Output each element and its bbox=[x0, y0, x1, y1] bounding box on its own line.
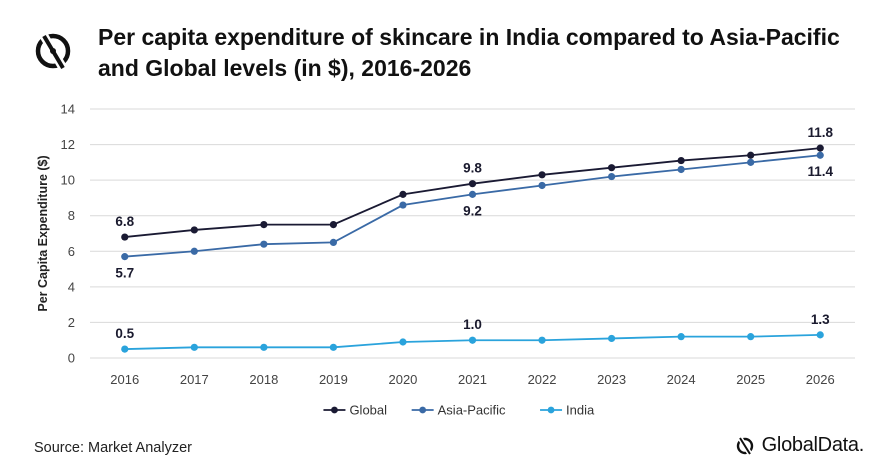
data-point-global bbox=[607, 164, 616, 172]
data-point-asia-pacific bbox=[190, 247, 198, 255]
data-label-india: 0.5 bbox=[115, 326, 134, 341]
y-tick-label: 6 bbox=[68, 244, 75, 259]
brand-logo: GlobalData. bbox=[735, 434, 864, 457]
legend-item-global: Global bbox=[323, 403, 387, 418]
y-axis-label: Per Capita Expenditure ($) bbox=[36, 155, 50, 311]
series-india bbox=[121, 331, 824, 353]
data-point-global bbox=[260, 221, 268, 229]
x-tick-label: 2020 bbox=[388, 372, 417, 387]
data-label-asia-pacific: 9.2 bbox=[463, 203, 482, 218]
data-point-global bbox=[747, 151, 755, 159]
series-layer bbox=[121, 144, 824, 353]
data-point-asia-pacific bbox=[538, 181, 546, 190]
legend-label: Global bbox=[349, 403, 387, 418]
legend-item-asia-pacific: Asia-Pacific bbox=[411, 403, 506, 418]
y-tick-label: 10 bbox=[61, 173, 75, 188]
data-point-asia-pacific bbox=[816, 151, 824, 159]
chart-title: Per capita expenditure of skincare in In… bbox=[98, 24, 840, 81]
x-tick-label: 2022 bbox=[528, 372, 557, 387]
x-tick-label: 2026 bbox=[806, 372, 835, 387]
data-point-asia-pacific bbox=[399, 201, 407, 209]
x-tick-label: 2024 bbox=[667, 372, 696, 387]
data-point-global bbox=[190, 226, 198, 234]
data-label-asia-pacific: 5.7 bbox=[115, 266, 134, 281]
data-label-india: 1.0 bbox=[463, 317, 482, 332]
y-tick-label: 4 bbox=[68, 279, 75, 294]
data-point-asia-pacific bbox=[121, 253, 129, 261]
data-point-global bbox=[468, 180, 477, 188]
line-chart: 0 2 4 6 8 10 12 14 2016 2017 2018 2019 2020 2021 2022… bbox=[36, 102, 855, 418]
data-point-india bbox=[329, 343, 338, 351]
data-label-global: 9.8 bbox=[463, 161, 482, 176]
source-note: Source: Market Analyzer bbox=[34, 440, 192, 456]
legend-swatch-marker bbox=[331, 406, 338, 414]
data-label-global: 6.8 bbox=[115, 214, 134, 229]
data-point-global bbox=[677, 156, 685, 165]
data-point-global bbox=[538, 171, 546, 179]
data-point-india bbox=[260, 343, 268, 351]
data-point-india bbox=[468, 336, 477, 344]
y-axis-ticks: 0 2 4 6 8 10 12 14 bbox=[61, 102, 75, 366]
legend-swatch-marker bbox=[547, 406, 555, 414]
x-tick-label: 2021 bbox=[458, 372, 487, 387]
x-tick-label: 2023 bbox=[597, 372, 626, 387]
data-point-asia-pacific bbox=[260, 240, 268, 248]
legend-swatch-marker bbox=[419, 406, 427, 414]
data-point-global bbox=[329, 221, 338, 229]
legend-item-india: India bbox=[540, 403, 595, 418]
x-axis-ticks: 2016 2017 2018 2019 2020 2021 2022 2023 2024 2025… bbox=[110, 372, 834, 387]
data-point-global bbox=[399, 190, 407, 198]
data-point-asia-pacific bbox=[677, 165, 685, 174]
legend-label: India bbox=[566, 403, 595, 418]
data-point-india bbox=[607, 334, 616, 343]
data-point-india bbox=[190, 343, 198, 351]
data-label-asia-pacific: 11.4 bbox=[807, 164, 833, 179]
series-global bbox=[121, 144, 824, 241]
y-tick-label: 12 bbox=[61, 137, 75, 152]
data-point-india bbox=[747, 333, 755, 341]
brand-name: GlobalData. bbox=[761, 434, 865, 456]
y-tick-label: 8 bbox=[68, 208, 75, 223]
legend-label: Asia-Pacific bbox=[438, 403, 506, 418]
data-point-asia-pacific bbox=[468, 190, 477, 198]
series-asia-pacific bbox=[121, 151, 824, 261]
x-tick-label: 2017 bbox=[180, 372, 209, 387]
data-point-india bbox=[538, 336, 546, 344]
y-tick-label: 2 bbox=[68, 315, 75, 330]
globaldata-mark-icon bbox=[35, 33, 71, 71]
data-point-asia-pacific bbox=[607, 172, 616, 181]
globaldata-small-icon bbox=[736, 436, 753, 455]
data-label-india: 1.3 bbox=[811, 312, 830, 327]
data-point-asia-pacific bbox=[747, 158, 755, 166]
data-point-global bbox=[121, 233, 129, 241]
data-label-global: 11.8 bbox=[807, 125, 833, 140]
x-tick-label: 2019 bbox=[319, 372, 348, 387]
data-point-india bbox=[399, 338, 407, 346]
data-point-india bbox=[121, 345, 129, 353]
y-tick-label: 0 bbox=[68, 351, 75, 366]
data-labels: 6.8 9.8 11.8 5.7 9.2 11.4 0.5 1.0 1.3 bbox=[115, 125, 833, 341]
y-tick-label: 14 bbox=[61, 102, 75, 117]
data-point-india bbox=[816, 331, 824, 339]
x-tick-label: 2018 bbox=[249, 372, 278, 387]
data-point-india bbox=[677, 333, 685, 341]
legend: Global Asia-Pacific India bbox=[323, 403, 595, 418]
data-point-asia-pacific bbox=[329, 238, 338, 246]
data-point-global bbox=[816, 144, 824, 152]
x-tick-label: 2025 bbox=[736, 372, 765, 387]
x-tick-label: 2016 bbox=[110, 372, 139, 387]
